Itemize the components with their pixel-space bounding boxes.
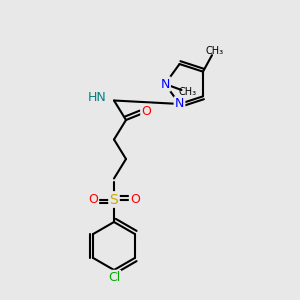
Text: S: S bbox=[110, 193, 118, 206]
Text: O: O bbox=[142, 105, 151, 118]
Text: O: O bbox=[88, 193, 98, 206]
Text: CH₃: CH₃ bbox=[206, 46, 224, 56]
Text: CH₃: CH₃ bbox=[178, 86, 196, 97]
Text: Cl: Cl bbox=[108, 271, 120, 284]
Text: N: N bbox=[160, 77, 170, 91]
Text: HN: HN bbox=[88, 91, 106, 104]
Text: N: N bbox=[175, 98, 184, 110]
Text: O: O bbox=[130, 193, 140, 206]
